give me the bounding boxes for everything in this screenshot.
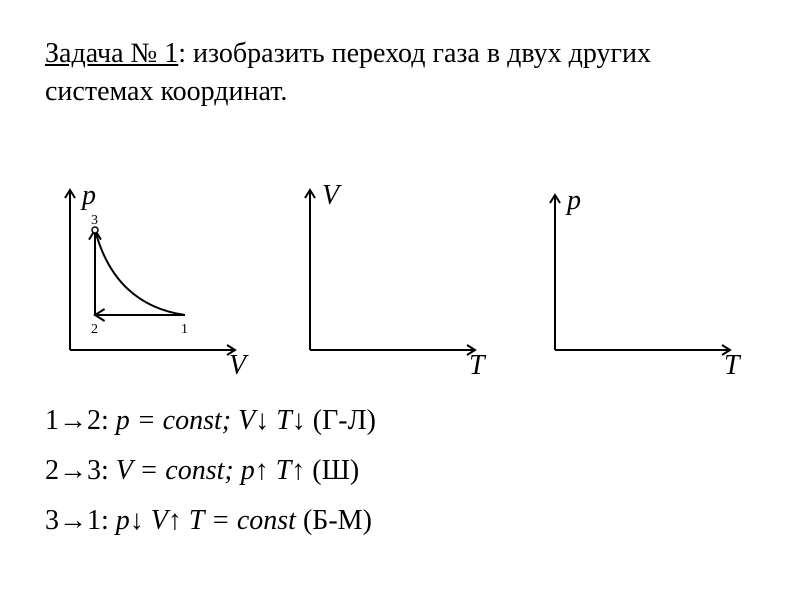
- svg-text:V: V: [229, 350, 249, 381]
- line-3-1: 3→1: p↓ V↑ T = const (Б-М): [45, 505, 376, 537]
- charts-region: p V 1 2 3 V Tp T: [45, 160, 755, 390]
- svg-text:3: 3: [91, 213, 98, 228]
- line-1-2: 1→2: p = const; V↓ T↓ (Г-Л): [45, 405, 376, 437]
- svg-text:T: T: [724, 350, 742, 381]
- svg-text:T: T: [469, 350, 487, 381]
- svg-text:2: 2: [91, 322, 98, 337]
- svg-text:V: V: [322, 180, 342, 211]
- line-italic: V = const; p↑ T↑: [116, 455, 306, 486]
- line-2-3: 2→3: V = const; p↑ T↑ (Ш): [45, 455, 376, 487]
- charts-svg: p V 1 2 3 V Tp T: [45, 160, 755, 390]
- line-italic: p↓ V↑ T = const: [116, 505, 303, 536]
- line-suffix: (Б-М): [303, 505, 372, 536]
- line-suffix: (Г-Л): [306, 405, 376, 436]
- line-italic: p = const; V↓ T↓: [116, 405, 306, 436]
- line-prefix: 1→2:: [45, 405, 116, 436]
- process-description: 1→2: p = const; V↓ T↓ (Г-Л) 2→3: V = con…: [45, 405, 376, 555]
- title-underlined: Задача № 1: [45, 38, 178, 69]
- svg-text:p: p: [565, 185, 581, 216]
- line-suffix: (Ш): [305, 455, 359, 486]
- svg-text:1: 1: [181, 322, 188, 337]
- line-prefix: 3→1:: [45, 505, 116, 536]
- svg-text:p: p: [80, 180, 96, 211]
- line-prefix: 2→3:: [45, 455, 116, 486]
- problem-title: Задача № 1: изобразить переход газа в дв…: [45, 35, 745, 111]
